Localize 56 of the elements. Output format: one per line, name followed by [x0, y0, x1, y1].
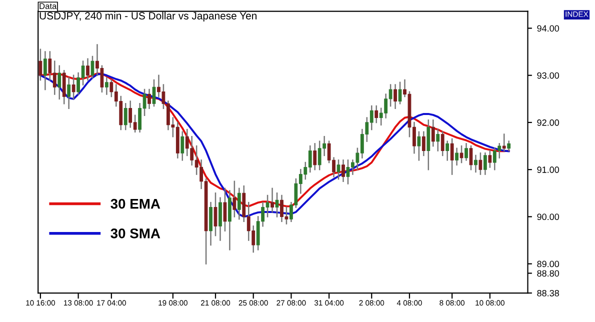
candlestick [431, 119, 435, 147]
candlestick [86, 58, 90, 81]
candlestick [148, 88, 151, 109]
candlestick [398, 82, 402, 104]
candlestick [483, 152, 487, 175]
candlestick [374, 105, 378, 124]
candlestick [460, 145, 464, 164]
candlestick [72, 74, 76, 100]
candlestick [223, 188, 227, 232]
y-tick-label: 90.00 [537, 214, 560, 220]
y-tick-label: 88.80 [537, 270, 560, 277]
candlestick [440, 131, 444, 156]
candlestick [275, 192, 279, 218]
candlestick [507, 140, 511, 152]
candlestick [464, 143, 468, 161]
candlestick [336, 160, 340, 180]
candlestick [469, 145, 473, 170]
legend-label: 30 EMA [110, 198, 160, 209]
candlestick [67, 77, 71, 109]
candlestick [422, 131, 426, 156]
candlestick [450, 138, 454, 175]
candlestick [342, 160, 345, 182]
candlestick [474, 154, 478, 173]
candlestick [270, 188, 274, 213]
text: Data [40, 3, 57, 10]
y-tick-label: 91.00 [537, 166, 560, 173]
candlestick [455, 148, 458, 166]
y-tick-label: 88.38 [537, 290, 559, 296]
candlestick [62, 70, 66, 104]
candlestick [417, 131, 421, 161]
candlestick [124, 102, 128, 130]
candlestick [43, 51, 47, 90]
candlestick [218, 197, 222, 241]
candlestick [209, 202, 212, 246]
candlestick [104, 77, 108, 95]
chart-title: USDJPY, 240 min - US Dollar vs Japanese Yen [40, 12, 256, 22]
candlestick [488, 150, 492, 168]
y-tick-label: 89.00 [537, 260, 560, 268]
y-tick-label: 92.00 [537, 119, 560, 126]
candlestick [502, 134, 506, 152]
candlestick [478, 152, 482, 175]
candlestick [394, 84, 397, 109]
candlestick [38, 48, 42, 81]
candlestick [180, 131, 184, 161]
candlestick [228, 190, 232, 250]
candlestick [313, 143, 317, 170]
candlestick [232, 180, 236, 218]
y-tick-label: 94.00 [537, 25, 560, 32]
legend-label: 30 SMA [110, 228, 160, 238]
candlestick [58, 65, 62, 100]
candlestick [237, 188, 241, 220]
candlestick [446, 140, 450, 161]
candlestick [426, 119, 430, 170]
candlestick [90, 56, 94, 78]
candlestick [436, 128, 440, 152]
y-tick-label: 93.00 [537, 72, 560, 79]
